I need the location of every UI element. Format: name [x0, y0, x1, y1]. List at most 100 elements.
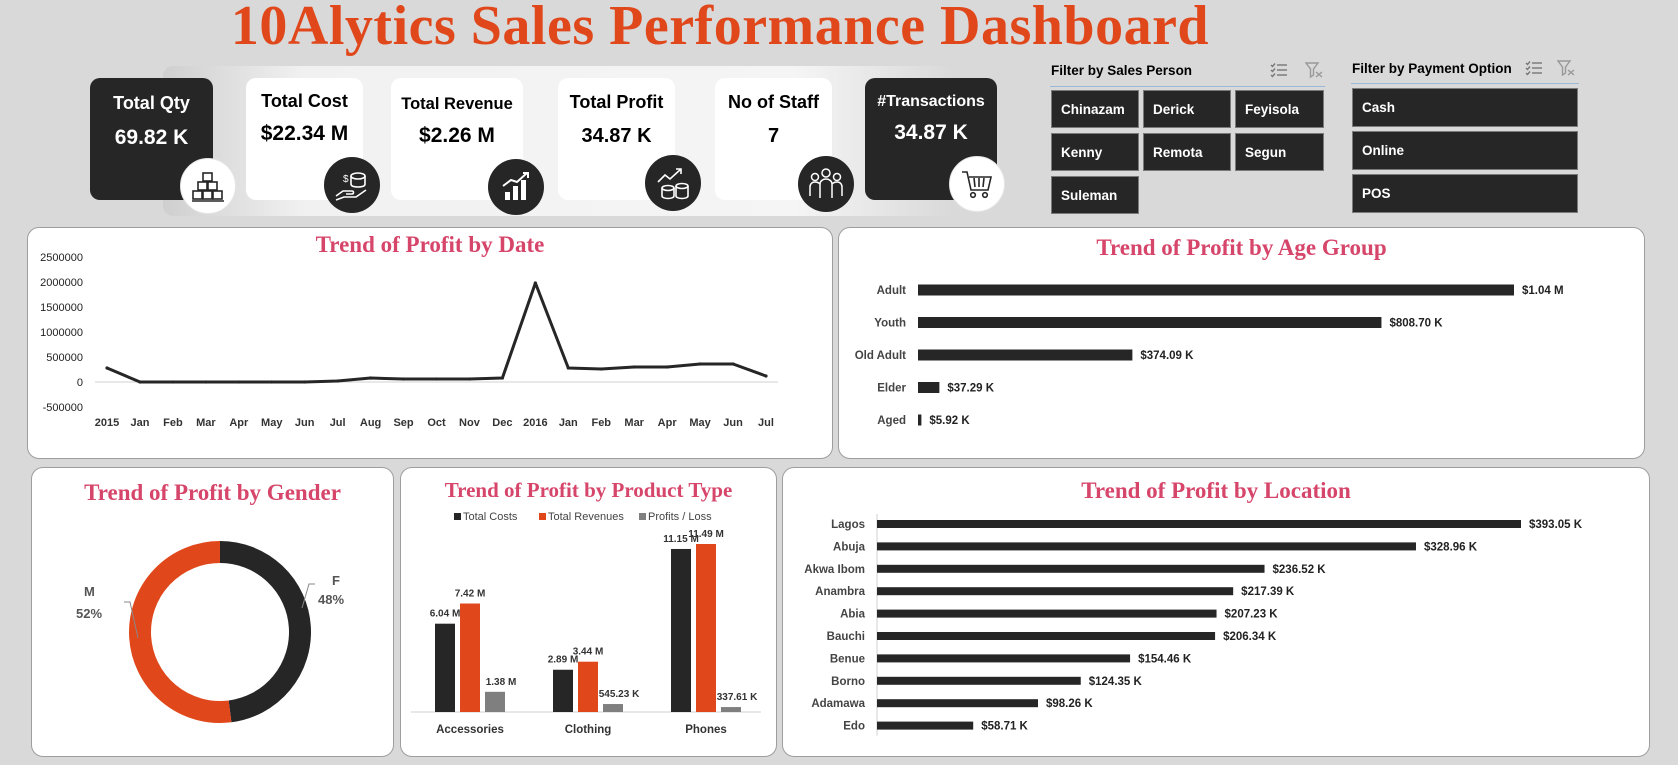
category-label: Lagos	[831, 519, 865, 531]
slicer-item-derick[interactable]: Derick	[1143, 90, 1231, 128]
legend-swatch	[639, 513, 646, 520]
data-label: $5.92 K	[929, 415, 970, 427]
slice-label: M	[84, 584, 95, 599]
x-tick-label: Jan	[559, 417, 578, 429]
chart-title: Trend of Profit by Product Type	[444, 478, 733, 502]
category-label: Edo	[843, 721, 865, 733]
slicer-divider	[1351, 83, 1579, 84]
bar	[918, 349, 1133, 361]
kpi-label: Total Revenue	[401, 95, 513, 113]
kpi-value: $2.26 M	[419, 124, 495, 147]
bar	[578, 661, 598, 712]
data-point	[731, 362, 735, 366]
y-tick-label: 500000	[46, 352, 83, 364]
data-point	[204, 380, 208, 384]
multi-select-icon[interactable]	[1525, 60, 1543, 81]
kpi-label: Total Cost	[261, 91, 348, 111]
donut-chart-gender: F 48% M 52%	[76, 541, 344, 723]
data-point	[105, 366, 109, 370]
slicer-item-pos[interactable]: POS	[1352, 174, 1578, 213]
slicer-item-online[interactable]: Online	[1352, 131, 1578, 170]
slice-percent: 48%	[318, 592, 344, 607]
data-point	[270, 380, 274, 384]
data-point	[369, 376, 373, 380]
data-point	[336, 379, 340, 383]
multi-select-icon[interactable]	[1270, 62, 1288, 83]
legend-label: Total Revenues	[548, 511, 624, 523]
slicer-item-kenny[interactable]: Kenny	[1051, 133, 1139, 171]
bar	[485, 691, 505, 712]
leader-line	[301, 583, 315, 609]
kpi-value: 34.87 K	[581, 125, 652, 147]
slicer-item-segun[interactable]: Segun	[1235, 133, 1324, 171]
data-label: 2.89 M	[548, 655, 579, 666]
data-label: 6.04 M	[430, 609, 461, 620]
category-label: Bauchi	[827, 631, 865, 643]
bar	[918, 284, 1514, 296]
bar	[721, 707, 741, 712]
bar	[918, 414, 922, 426]
slicer-item-remota[interactable]: Remota	[1143, 133, 1231, 171]
y-tick-label: 0	[77, 377, 83, 389]
chart-panel-gender: Trend of Profit by Gender F 48% M 52%	[31, 467, 394, 757]
category-label: Aged	[877, 415, 906, 427]
kpi-label: Total Profit	[569, 92, 664, 112]
x-tick-label: Oct	[427, 417, 446, 429]
data-point	[698, 362, 702, 366]
x-tick-label: Jul	[758, 417, 774, 429]
bar	[603, 704, 623, 712]
bar	[435, 623, 455, 712]
data-point	[467, 377, 472, 381]
data-point	[434, 377, 439, 381]
bar	[553, 669, 573, 712]
bar	[877, 609, 1217, 618]
data-label: 11.49 M	[688, 529, 724, 540]
growth-bars-icon	[488, 159, 544, 215]
data-label: 337.61 K	[717, 692, 758, 703]
kpi-value: 7	[767, 125, 780, 147]
kpi-label: No of Staff	[728, 92, 819, 112]
x-tick-label: Sep	[393, 417, 413, 429]
slicer-item-suleman[interactable]: Suleman	[1051, 176, 1139, 214]
bar-chart-age: Adult $1.04 M Youth $808.70 K Old Adult $374.…	[855, 284, 1564, 427]
data-point	[599, 367, 603, 371]
data-point	[665, 365, 669, 369]
x-tick-label: Clothing	[565, 724, 612, 736]
chart-title: Trend of Profit by Date	[315, 232, 545, 257]
inventory-boxes-icon	[180, 158, 236, 214]
line-chart-date: 2500000 2000000 1500000 1000000 500000 0 -5000…	[40, 252, 778, 429]
data-label: $58.71 K	[981, 721, 1028, 733]
bar	[918, 317, 1382, 328]
chart-title: Trend of Profit by Location	[1081, 478, 1351, 503]
y-tick-label: -500000	[43, 402, 83, 414]
slicer-item-chinazam[interactable]: Chinazam	[1051, 90, 1139, 128]
data-label: $236.52 K	[1273, 564, 1327, 576]
data-label: $1.04 M	[1522, 285, 1564, 297]
category-label: Old Adult	[855, 350, 906, 362]
chart-title: Trend of Profit by Gender	[84, 480, 341, 505]
column-chart-product: Total Costs Total Revenues Profits / Loss 6…	[411, 511, 761, 736]
bar	[877, 542, 1416, 551]
slicer-item-feyisola[interactable]: Feyisola	[1235, 90, 1324, 128]
data-label: $37.29 K	[947, 383, 994, 395]
x-tick-label: Jan	[130, 417, 149, 429]
category-label: Elder	[877, 383, 906, 395]
bar	[877, 564, 1265, 573]
x-tick-label: May	[261, 417, 283, 429]
slicer-item-cash[interactable]: Cash	[1352, 88, 1578, 127]
legend-label: Profits / Loss	[648, 511, 712, 523]
data-label: 1.38 M	[486, 677, 517, 688]
bar	[918, 382, 940, 393]
data-point	[303, 380, 307, 384]
svg-text:$: $	[343, 174, 349, 185]
staff-group-icon	[798, 156, 854, 212]
data-point	[533, 281, 537, 285]
clear-filter-icon[interactable]	[1556, 60, 1575, 81]
kpi-value: 34.87 K	[894, 121, 968, 144]
category-label: Anambra	[815, 586, 865, 598]
chart-panel-location: Trend of Profit by Location Lagos $393.05…	[782, 467, 1650, 757]
legend-swatch	[539, 513, 546, 520]
clear-filter-icon[interactable]	[1304, 62, 1323, 83]
category-label: Abia	[840, 609, 866, 621]
x-tick-label: Mar	[624, 417, 644, 429]
